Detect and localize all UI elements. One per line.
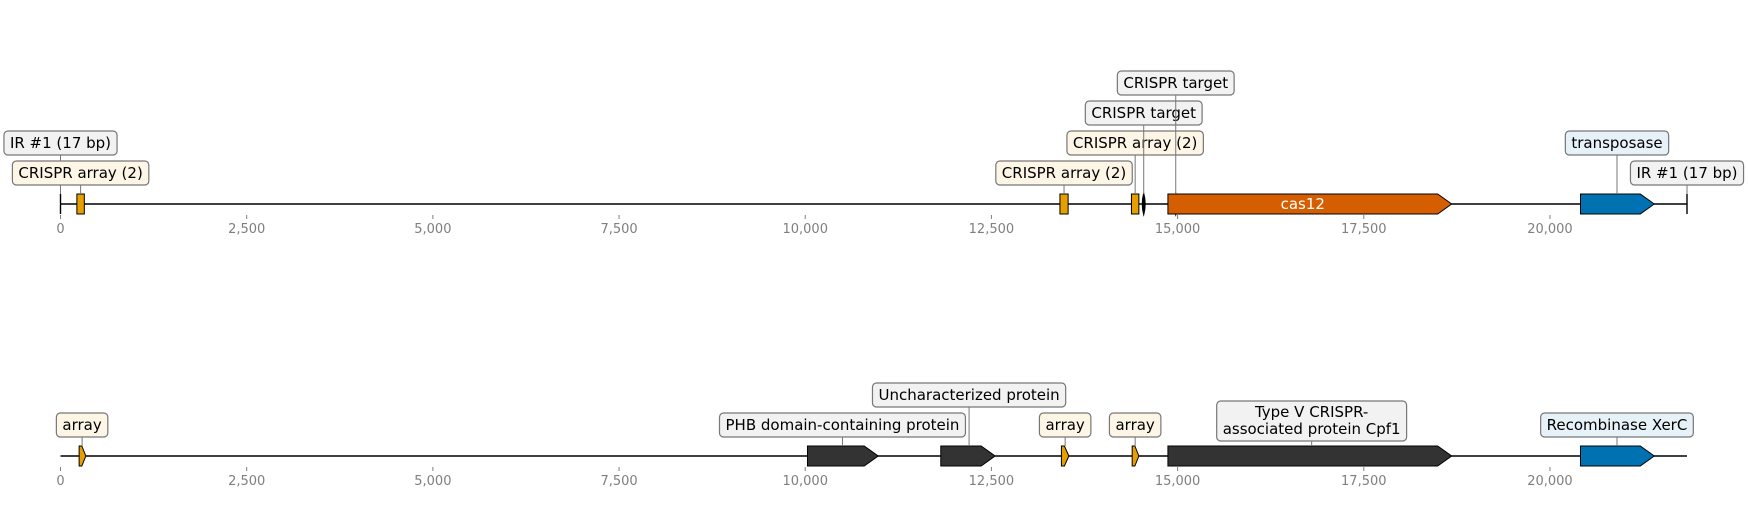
- axis-tick-label: 20,000: [1527, 222, 1573, 237]
- array-3[interactable]: [1131, 445, 1140, 467]
- axis-tick-label: 15,000: [1155, 222, 1201, 237]
- crispr-array-2[interactable]: [1059, 193, 1069, 215]
- label-box: [11, 160, 150, 186]
- label-box: [1540, 412, 1694, 438]
- uncharacterized-protein[interactable]: [940, 445, 997, 467]
- transposase[interactable]: [1580, 193, 1656, 215]
- axis-tick-label: 0: [56, 474, 64, 489]
- label-box: [1629, 160, 1745, 186]
- label-text: Uncharacterized protein: [878, 386, 1059, 404]
- axis-tick-label: 20,000: [1527, 474, 1573, 489]
- recombinase-xerc[interactable]: [1580, 445, 1656, 467]
- label-text: CRISPR target: [1123, 74, 1228, 92]
- label-crispr-array-3[interactable]: CRISPR array (2): [1066, 130, 1204, 156]
- axis-tick-label: 17,500: [1341, 474, 1387, 489]
- axis-tick-label: 2,500: [228, 474, 265, 489]
- axis-tick-label: 12,500: [969, 474, 1015, 489]
- axis-tick-label: 5,000: [414, 222, 451, 237]
- label-array-2[interactable]: array: [1038, 412, 1092, 438]
- track-2: 0 2,500 5,000 7,500 10,000 12,500 15,000 17,500…: [55, 382, 1694, 489]
- axis-tick-label: 0: [56, 222, 64, 237]
- label-crispr-array-2[interactable]: CRISPR array (2): [995, 160, 1133, 186]
- axis-tick-label: 17,500: [1341, 222, 1387, 237]
- label-crispr-array-1[interactable]: CRISPR array (2): [11, 160, 150, 186]
- axis-tick-label: 10,000: [782, 222, 828, 237]
- label-box: [1084, 100, 1203, 126]
- axis-tick-label: 12,500: [969, 222, 1015, 237]
- label-text: array: [1045, 416, 1084, 434]
- label-text: array: [62, 416, 101, 434]
- label-box: [3, 130, 118, 156]
- axis-tick-label: 7,500: [600, 222, 637, 237]
- label-box: [1066, 130, 1204, 156]
- axis-tick-label: 7,500: [600, 474, 637, 489]
- label-box: [871, 382, 1067, 408]
- label-uncharacterized-protein[interactable]: Uncharacterized protein: [871, 382, 1067, 408]
- cas12-label: cas12: [1281, 195, 1325, 213]
- crispr-target-1[interactable]: [1141, 191, 1146, 217]
- label-phb-protein[interactable]: PHB domain-containing protein: [718, 412, 967, 438]
- label-box: [1108, 412, 1162, 438]
- axis-tick-label: 10,000: [782, 474, 828, 489]
- phb-protein[interactable]: [806, 445, 880, 467]
- label-cpf1-protein[interactable]: Type V CRISPR-associated protein Cpf1: [1216, 400, 1408, 442]
- label-array-3[interactable]: array: [1108, 412, 1162, 438]
- label-box: [1564, 130, 1670, 156]
- label-ir-left[interactable]: IR #1 (17 bp): [3, 130, 118, 156]
- label-text: Type V CRISPR-associated protein Cpf1: [1223, 403, 1401, 438]
- crispr-array-3[interactable]: [1130, 193, 1140, 215]
- label-text: transposase: [1571, 134, 1662, 152]
- array-2[interactable]: [1060, 445, 1070, 467]
- axis-tick-label: 15,000: [1155, 474, 1201, 489]
- label-text: CRISPR target: [1091, 104, 1196, 122]
- label-text: CRISPR array (2): [1073, 134, 1197, 152]
- track-1: 0 2,500 5,000 7,500 10,000 12,500 15,000 17,500…: [3, 70, 1745, 237]
- label-crispr-target-2[interactable]: CRISPR target: [1116, 70, 1235, 96]
- cas12[interactable]: [1167, 193, 1453, 215]
- label-text: PHB domain-containing protein: [726, 416, 960, 434]
- cpf1-protein[interactable]: [1167, 445, 1453, 467]
- label-text: array: [1115, 416, 1154, 434]
- label-box: [1216, 400, 1408, 442]
- label-box: [1116, 70, 1235, 96]
- label-recombinase-xerc[interactable]: Recombinase XerC: [1540, 412, 1694, 438]
- label-box: [995, 160, 1133, 186]
- array-1[interactable]: [78, 445, 87, 467]
- axis-tick-label: 2,500: [228, 222, 265, 237]
- label-text: CRISPR array (2): [1002, 164, 1126, 182]
- label-text: Recombinase XerC: [1547, 416, 1688, 434]
- label-ir-right[interactable]: IR #1 (17 bp): [1629, 160, 1745, 186]
- label-text: IR #1 (17 bp): [10, 134, 111, 152]
- label-array-1[interactable]: array: [55, 412, 109, 438]
- label-transposase[interactable]: transposase: [1564, 130, 1670, 156]
- crispr-array-1[interactable]: [76, 193, 85, 215]
- label-box: [718, 412, 967, 438]
- label-text: CRISPR array (2): [18, 164, 142, 182]
- label-crispr-target-1[interactable]: CRISPR target: [1084, 100, 1203, 126]
- label-box: [55, 412, 109, 438]
- axis-tick-label: 5,000: [414, 474, 451, 489]
- label-box: [1038, 412, 1092, 438]
- label-text: IR #1 (17 bp): [1636, 164, 1737, 182]
